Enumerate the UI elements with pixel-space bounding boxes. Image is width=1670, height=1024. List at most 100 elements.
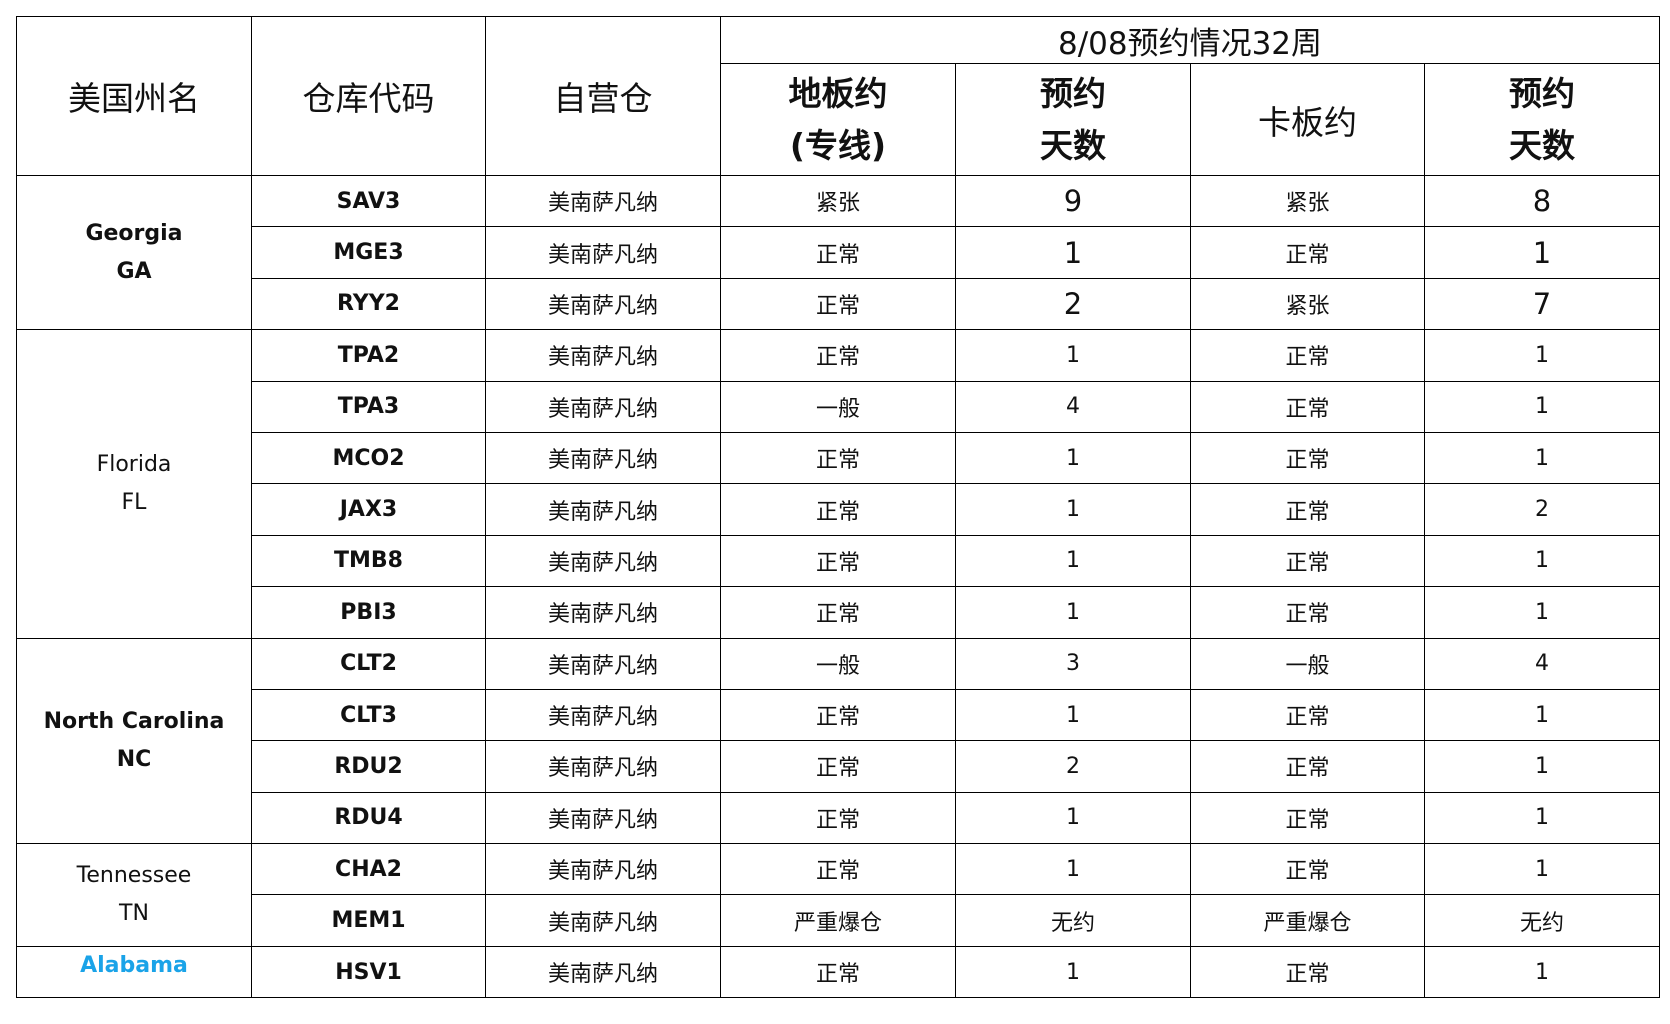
floor-status: 正常 xyxy=(720,791,956,845)
warehouse-code: TPA3 xyxy=(251,380,486,433)
floor-days: 1 xyxy=(955,483,1191,536)
state-name: North Carolina NC xyxy=(16,637,252,845)
pallet-days: 7 xyxy=(1424,277,1660,331)
pallet-days: 无约 xyxy=(1424,894,1660,947)
floor-days: 9 xyxy=(955,174,1191,228)
table-row: RDU4 美南萨凡纳 正常 1 正常 1 xyxy=(17,791,1660,845)
booking-table: 美国州名 仓库代码 自营仓 8/08预约情况32周 地板约 (专线) 预约 天数… xyxy=(16,16,1660,999)
floor-status: 紧张 xyxy=(720,174,956,228)
state-name: Florida FL xyxy=(16,329,252,639)
group-header: 8/08预约情况32周 xyxy=(720,16,1660,64)
warehouse-code: JAX3 xyxy=(251,483,486,536)
table-row: PBI3 美南萨凡纳 正常 1 正常 1 xyxy=(17,586,1660,639)
table-row: MCO2 美南萨凡纳 正常 1 正常 1 xyxy=(17,431,1660,485)
pallet-status: 正常 xyxy=(1190,791,1425,845)
floor-days: 1 xyxy=(955,843,1191,896)
floor-status: 正常 xyxy=(720,843,956,896)
floor-status: 正常 xyxy=(720,277,956,331)
pallet-status: 正常 xyxy=(1190,329,1425,382)
pallet-days: 1 xyxy=(1424,329,1660,382)
pallet-status: 一般 xyxy=(1190,637,1425,690)
warehouse-code: SAV3 xyxy=(251,174,486,228)
floor-days: 1 xyxy=(955,586,1191,639)
pallet-status: 正常 xyxy=(1190,483,1425,536)
warehouse-code: TPA2 xyxy=(251,329,486,382)
state-name: Georgia GA xyxy=(16,174,252,331)
floor-days: 1 xyxy=(955,431,1191,485)
pallet-status: 正常 xyxy=(1190,843,1425,896)
floor-status: 正常 xyxy=(720,226,956,279)
pallet-days: 1 xyxy=(1424,791,1660,845)
warehouse: 美南萨凡纳 xyxy=(485,586,721,639)
table-row: RDU2 美南萨凡纳 正常 2 正常 1 xyxy=(17,740,1660,793)
warehouse: 美南萨凡纳 xyxy=(485,483,721,536)
table-row: MGE3 美南萨凡纳 正常 1 正常 1 xyxy=(17,226,1660,279)
pallet-status: 紧张 xyxy=(1190,174,1425,228)
floor-days: 1 xyxy=(955,329,1191,382)
pallet-days: 1 xyxy=(1424,380,1660,433)
warehouse-code: CLT3 xyxy=(251,688,486,742)
pallet-status: 紧张 xyxy=(1190,277,1425,331)
table-row: Georgia GA SAV3 美南萨凡纳 紧张 9 紧张 8 xyxy=(16,174,1660,331)
warehouse: 美南萨凡纳 xyxy=(485,740,721,793)
warehouse-code: RYY2 xyxy=(251,277,486,331)
table-row: North Carolina NC CLT2 美南萨凡纳 一般 3 一般 4 xyxy=(16,637,1660,845)
warehouse: 美南萨凡纳 xyxy=(485,534,721,588)
floor-days: 1 xyxy=(955,226,1191,279)
table-row: TMB8 美南萨凡纳 正常 1 正常 1 xyxy=(17,534,1660,588)
warehouse-code: RDU2 xyxy=(251,740,486,793)
warehouse-code: MGE3 xyxy=(251,226,486,279)
floor-status: 正常 xyxy=(720,534,956,588)
warehouse-code: MEM1 xyxy=(251,894,486,947)
warehouse-code: TMB8 xyxy=(251,534,486,588)
state-name: Alabama xyxy=(16,945,252,999)
pallet-status: 正常 xyxy=(1190,431,1425,485)
warehouse: 美南萨凡纳 xyxy=(485,843,721,896)
floor-status: 严重爆仓 xyxy=(720,894,956,947)
table-row: CLT3 美南萨凡纳 正常 1 正常 1 xyxy=(17,688,1660,742)
pallet-days: 1 xyxy=(1424,431,1660,485)
table-row: MEM1 美南萨凡纳 严重爆仓 无约 严重爆仓 无约 xyxy=(17,894,1660,947)
warehouse-code: PBI3 xyxy=(251,586,486,639)
warehouse: 美南萨凡纳 xyxy=(485,380,721,433)
floor-status: 正常 xyxy=(720,431,956,485)
header-cell: 自营仓 xyxy=(485,16,721,176)
floor-status: 正常 xyxy=(720,740,956,793)
warehouse: 美南萨凡纳 xyxy=(485,945,721,999)
state-name: Tennessee TN xyxy=(16,843,252,947)
pallet-status: 正常 xyxy=(1190,380,1425,433)
floor-status: 正常 xyxy=(720,329,956,382)
floor-days: 2 xyxy=(955,740,1191,793)
table-row: TPA3 美南萨凡纳 一般 4 正常 1 xyxy=(17,380,1660,433)
pallet-days: 1 xyxy=(1424,226,1660,279)
warehouse-code: HSV1 xyxy=(251,945,486,999)
header-cell: 地板约 (专线) xyxy=(720,63,956,176)
warehouse: 美南萨凡纳 xyxy=(485,894,721,947)
pallet-status: 正常 xyxy=(1190,534,1425,588)
warehouse: 美南萨凡纳 xyxy=(485,226,721,279)
header-cell: 预约 天数 xyxy=(1424,63,1660,176)
floor-days: 3 xyxy=(955,637,1191,690)
floor-status: 正常 xyxy=(720,688,956,742)
warehouse: 美南萨凡纳 xyxy=(485,174,721,228)
warehouse-code: RDU4 xyxy=(251,791,486,845)
pallet-days: 4 xyxy=(1424,637,1660,690)
table-row: RYY2 美南萨凡纳 正常 2 紧张 7 xyxy=(17,277,1660,331)
floor-days: 2 xyxy=(955,277,1191,331)
table-row: Tennessee TN CHA2 美南萨凡纳 正常 1 正常 1 xyxy=(16,843,1660,947)
warehouse: 美南萨凡纳 xyxy=(485,688,721,742)
table-row: Alabama HSV1 美南萨凡纳 正常 1 正常 1 xyxy=(16,945,1660,999)
floor-status: 一般 xyxy=(720,637,956,690)
floor-days: 1 xyxy=(955,945,1191,999)
pallet-days: 1 xyxy=(1424,740,1660,793)
floor-status: 一般 xyxy=(720,380,956,433)
floor-days: 4 xyxy=(955,380,1191,433)
pallet-status: 正常 xyxy=(1190,945,1425,999)
pallet-days: 1 xyxy=(1424,843,1660,896)
pallet-days: 1 xyxy=(1424,945,1660,999)
pallet-status: 正常 xyxy=(1190,226,1425,279)
warehouse: 美南萨凡纳 xyxy=(485,637,721,690)
header-cell: 预约 天数 xyxy=(955,63,1191,176)
floor-status: 正常 xyxy=(720,483,956,536)
